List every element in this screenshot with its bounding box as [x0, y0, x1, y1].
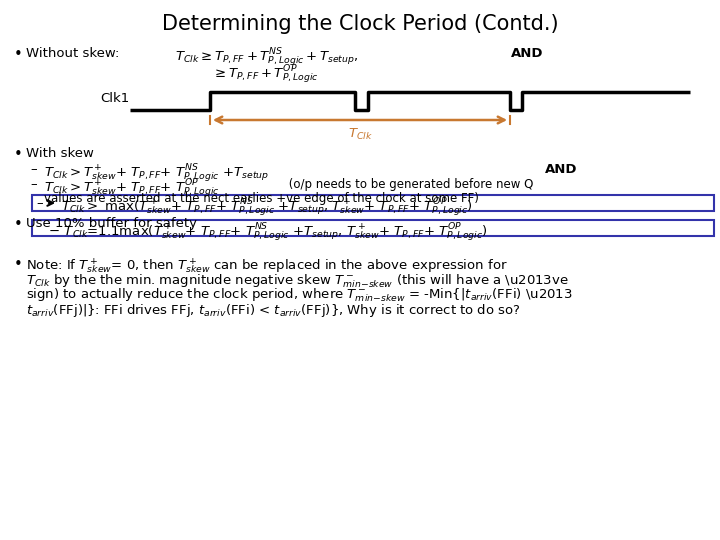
Text: •: • [14, 47, 23, 62]
Text: $T_{Clk} > T^+_{skew}$+ $T_{P,FF}$+ $T^{NS}_{P,Logic}$ +$T_{setup}$: $T_{Clk} > T^+_{skew}$+ $T_{P,FF}$+ $T^{… [44, 163, 270, 185]
Text: •: • [14, 147, 23, 162]
Text: values are asserted at the nect earlies +ve edge of the clock at some FF): values are asserted at the nect earlies … [44, 192, 479, 205]
Text: –: – [30, 178, 37, 191]
Text: Use 10% buffer for safety: Use 10% buffer for safety [26, 217, 197, 230]
Text: $T_{Clk}>$ max($T^+_{skew}$+ $T_{P,FF}$+ $T^{NS}_{P,Logic}$ +$T_{setup}$, $T^+_{: $T_{Clk}>$ max($T^+_{skew}$+ $T_{P,FF}$+… [61, 197, 473, 219]
Text: Note: If $T^+_{skew}$= 0, then $T^+_{skew}$ can be replaced in the above express: Note: If $T^+_{skew}$= 0, then $T^+_{ske… [26, 257, 508, 276]
Text: $T_{Clk}$: $T_{Clk}$ [348, 127, 372, 142]
Text: $t_{arriv}$(FFj)|}: FFi drives FFj, $t_{arriv}$(FFi) < $t_{arriv}$(FFj)}, Why is: $t_{arriv}$(FFj)|}: FFi drives FFj, $t_{… [26, 302, 521, 319]
Text: With skew: With skew [26, 147, 94, 160]
Text: Without skew:: Without skew: [26, 47, 120, 60]
Text: $\geq T_{P,FF} + T^{OP}_{P,Logic}$: $\geq T_{P,FF} + T^{OP}_{P,Logic}$ [212, 64, 319, 86]
Text: $T_{Clk} \geq T_{P,FF} + T^{NS}_{P,Logic} + T_{setup}$,: $T_{Clk} \geq T_{P,FF} + T^{NS}_{P,Logic… [175, 47, 359, 69]
Text: $-$ $T_{Clk}$=1.1max($T^+_{skew}$+ $T_{P,FF}$+ $T^{NS}_{P,Logic}$ +$T_{setup}$, : $-$ $T_{Clk}$=1.1max($T^+_{skew}$+ $T_{P… [36, 222, 487, 244]
Text: Determining the Clock Period (Contd.): Determining the Clock Period (Contd.) [162, 14, 558, 34]
Text: –: – [36, 197, 42, 210]
Text: •: • [14, 217, 23, 232]
FancyBboxPatch shape [32, 195, 714, 211]
Text: $T_{Clk}$ by the the min. magnitude negative skew $T^-_{min\mathregular{-}skew}$: $T_{Clk}$ by the the min. magnitude nega… [26, 272, 569, 289]
Text: •: • [14, 257, 23, 272]
Text: AND: AND [545, 163, 577, 176]
Text: (o/p needs to be generated before new Q: (o/p needs to be generated before new Q [285, 178, 534, 191]
Text: Clk1: Clk1 [100, 91, 130, 105]
Text: $T_{Clk} > T^+_{skew}$+ $T_{P,FF}$+ $T^{OP}_{P,Logic}$: $T_{Clk} > T^+_{skew}$+ $T_{P,FF}$+ $T^{… [44, 178, 220, 200]
Text: –: – [30, 163, 37, 176]
FancyBboxPatch shape [32, 220, 714, 236]
Text: sign) to actually reduce the clock period, where $T^-_{min\mathregular{-}skew}$ : sign) to actually reduce the clock perio… [26, 287, 572, 305]
Text: AND: AND [511, 47, 544, 60]
